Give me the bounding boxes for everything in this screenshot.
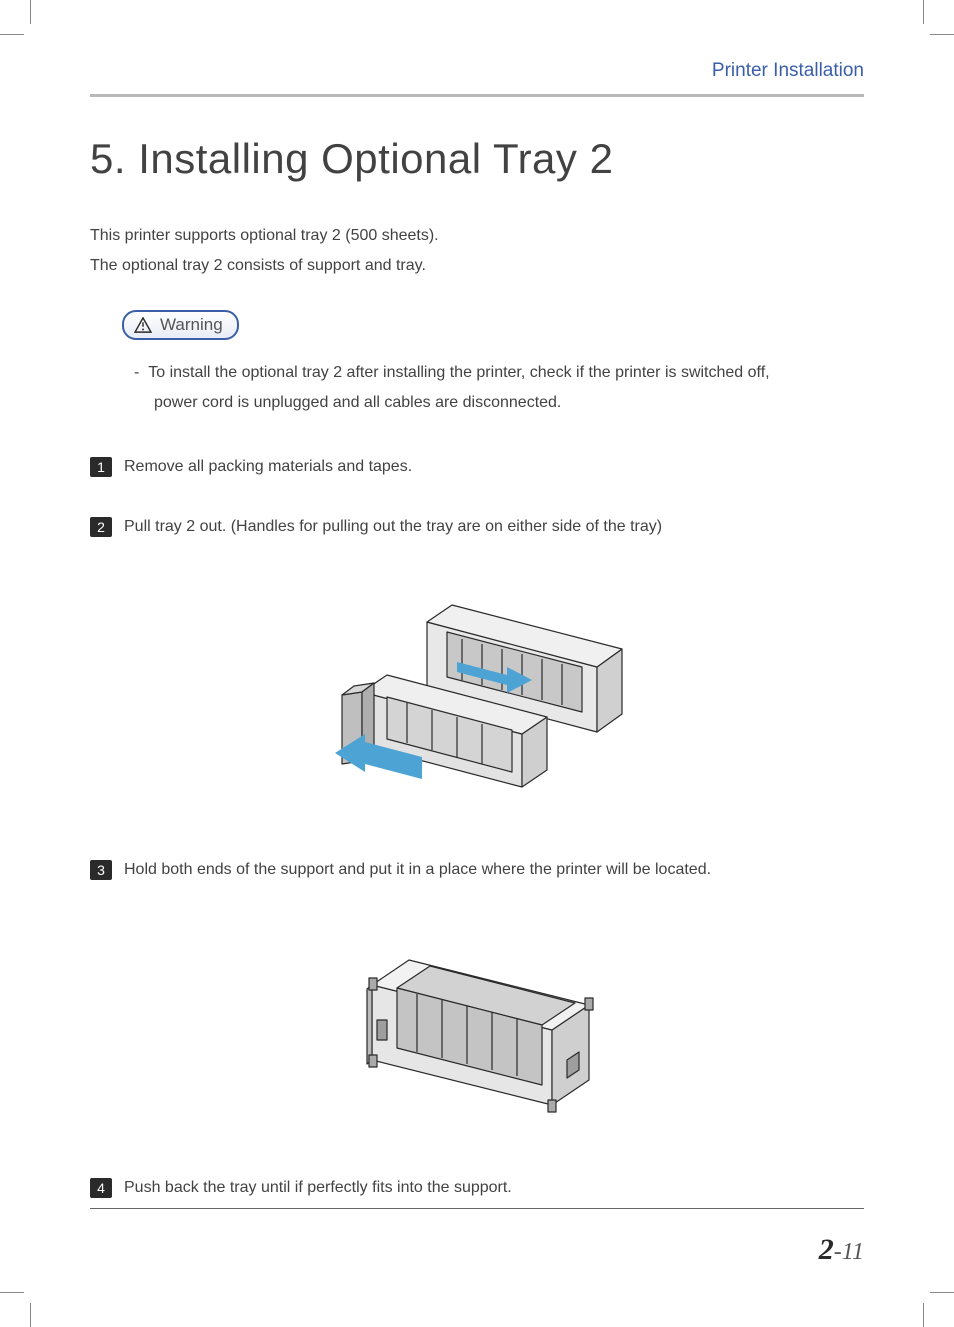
crop-mark	[30, 1303, 31, 1327]
diagram-support-place	[90, 910, 864, 1140]
crop-mark	[930, 34, 954, 35]
step-text-4: Push back the tray until if perfectly fi…	[124, 1176, 512, 1200]
step-3: 3 Hold both ends of the support and put …	[90, 858, 864, 882]
step-1: 1 Remove all packing materials and tapes…	[90, 455, 864, 479]
warning-icon	[134, 317, 152, 333]
footer-chapter: 2	[819, 1233, 834, 1266]
crop-mark	[923, 0, 924, 24]
intro-line-2: The optional tray 2 consists of support …	[90, 251, 864, 281]
warning-label: Warning	[122, 310, 239, 340]
step-4: 4 Push back the tray until if perfectly …	[90, 1176, 864, 1200]
crop-mark	[923, 1303, 924, 1327]
step-number-1: 1	[90, 457, 112, 477]
step-number-2: 2	[90, 517, 112, 537]
step-number-3: 3	[90, 860, 112, 880]
crop-mark	[0, 1292, 24, 1293]
warning-text: - To install the optional tray 2 after i…	[134, 358, 864, 419]
header-section-title: Printer Installation	[90, 60, 864, 97]
diagram-tray-pull	[90, 567, 864, 822]
step-text-3: Hold both ends of the support and put it…	[124, 858, 711, 882]
page-content: Printer Installation 5. Installing Optio…	[90, 60, 864, 1267]
intro-line-1: This printer supports optional tray 2 (5…	[90, 221, 864, 251]
warning-block: Warning - To install the optional tray 2…	[122, 310, 864, 419]
crop-mark	[930, 1292, 954, 1293]
step-number-4: 4	[90, 1178, 112, 1198]
crop-mark	[30, 0, 31, 24]
warning-label-text: Warning	[160, 315, 223, 335]
step-2: 2 Pull tray 2 out. (Handles for pulling …	[90, 515, 864, 539]
warning-line-2: power cord is unplugged and all cables a…	[134, 388, 864, 418]
step-text-2: Pull tray 2 out. (Handles for pulling ou…	[124, 515, 662, 539]
page-title: 5. Installing Optional Tray 2	[90, 135, 864, 183]
crop-mark	[0, 34, 24, 35]
footer-page: 11	[842, 1239, 864, 1265]
footer-sep: -	[834, 1239, 842, 1265]
step-text-1: Remove all packing materials and tapes.	[124, 455, 412, 479]
page-footer: 2-11	[90, 1208, 864, 1267]
intro-paragraph: This printer supports optional tray 2 (5…	[90, 221, 864, 282]
warning-line-1: To install the optional tray 2 after ins…	[148, 364, 769, 381]
warning-bullet: -	[134, 364, 139, 381]
